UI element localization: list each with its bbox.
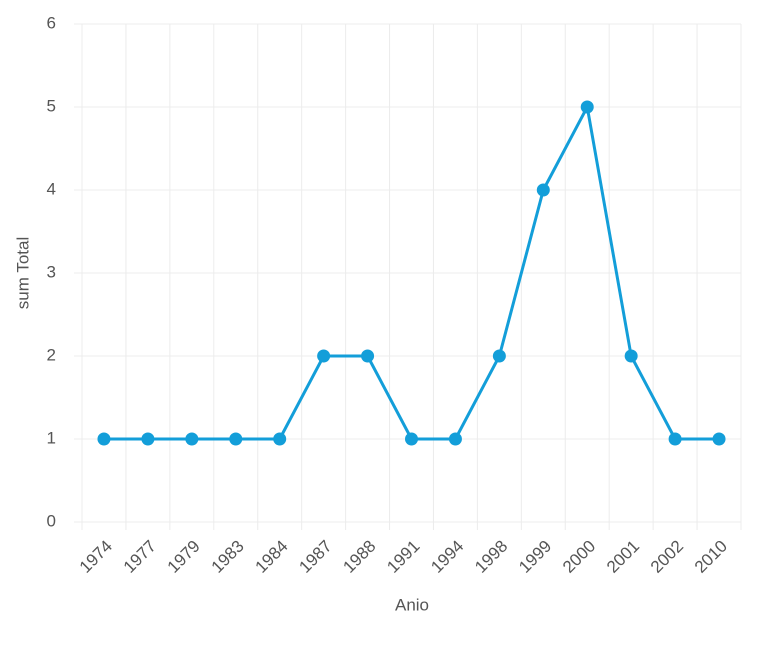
point bbox=[624, 349, 638, 363]
point bbox=[317, 349, 331, 363]
x-tick-label: 1984 bbox=[252, 537, 292, 577]
y-tick-label: 0 bbox=[47, 511, 56, 530]
point bbox=[405, 432, 418, 446]
x-tick-label: 1983 bbox=[208, 537, 248, 577]
point bbox=[273, 432, 287, 446]
y-axis-label: sum Total bbox=[13, 237, 32, 309]
point bbox=[361, 349, 375, 363]
x-tick-label: 1974 bbox=[76, 537, 116, 577]
point bbox=[536, 183, 550, 197]
y-tick-label: 1 bbox=[47, 428, 56, 447]
x-tick-label: 1999 bbox=[515, 537, 555, 577]
x-tick-label: 1977 bbox=[120, 537, 160, 577]
point bbox=[141, 432, 155, 446]
point bbox=[668, 432, 682, 446]
y-tick-label: 4 bbox=[47, 179, 56, 198]
x-tick-label: 1994 bbox=[427, 537, 467, 577]
x-tick-label: 1988 bbox=[339, 537, 379, 577]
x-tick-label: 1987 bbox=[295, 537, 335, 577]
y-tick-label: 5 bbox=[47, 96, 56, 115]
point bbox=[185, 432, 199, 446]
point bbox=[448, 432, 462, 446]
y-tick-label: 3 bbox=[47, 262, 56, 281]
x-tick-label: 2001 bbox=[603, 537, 643, 577]
x-tick-label: 1979 bbox=[164, 537, 204, 577]
x-tick-label: 2002 bbox=[647, 537, 687, 577]
point bbox=[229, 432, 243, 446]
x-axis-label: Anio bbox=[395, 595, 429, 614]
point bbox=[712, 432, 726, 446]
x-tick-label: 1998 bbox=[471, 537, 511, 577]
x-tick-label: 2010 bbox=[691, 537, 731, 577]
point bbox=[580, 100, 594, 114]
x-tick-label: 1991 bbox=[383, 537, 423, 577]
point bbox=[492, 349, 506, 363]
y-tick-label: 6 bbox=[47, 13, 56, 32]
y-tick-label: 2 bbox=[47, 345, 56, 364]
point bbox=[97, 432, 111, 446]
x-tick-label: 2000 bbox=[559, 537, 599, 577]
